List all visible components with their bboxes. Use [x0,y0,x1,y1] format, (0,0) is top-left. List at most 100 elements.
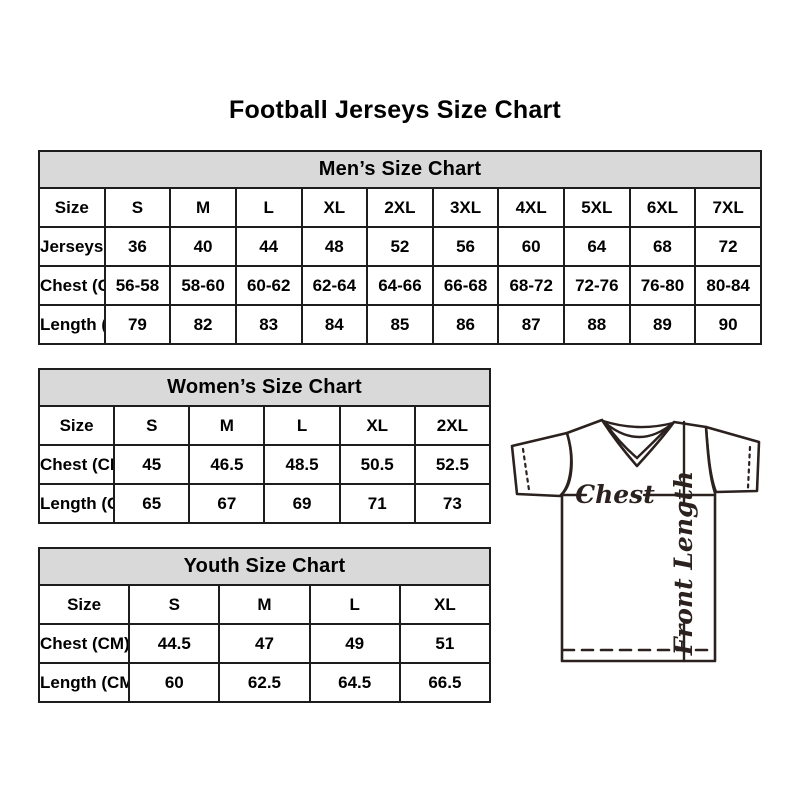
table-cell: 48 [300,226,369,267]
table-title-row: Youth Size Chart [38,547,491,586]
column-header-row: Size S M L XL 2XL 3XL 4XL 5XL 6XL 7XL [38,187,762,228]
table-cell: 80-84 [694,265,762,306]
table-cell: 52 [366,226,434,267]
table-cell: 44.5 [128,623,221,664]
table-cell: 66.5 [398,662,492,703]
table-cell: 73 [413,483,492,524]
column-header: M [188,405,266,446]
table-cell: 58-60 [169,265,237,306]
row-label: Jerseys Size [38,226,106,267]
table-cell: 47 [218,623,311,664]
table-title: Women’s Size Chart [38,368,491,407]
row-label: Length (CM) [37,483,116,524]
jersey-right-sleeve [704,425,761,494]
jersey-collar-inner-v [604,422,672,460]
table-title: Men’s Size Chart [38,150,762,189]
column-header: S [113,405,191,446]
row-label: Length (CM) [37,662,131,703]
column-header: 5XL [563,187,631,228]
jersey-collar-arc-outer [601,419,675,429]
column-header: M [169,187,237,228]
table-cell: 60 [497,226,565,267]
table-cell: 56 [431,226,500,267]
column-header: 7XL [694,187,762,228]
table-row: Chest (CM) 44.5 47 49 51 [37,623,492,664]
table-cell: 60 [128,662,221,703]
table-cell: 52.5 [413,444,492,485]
chest-label: Chest [575,480,655,509]
table-cell: 60-62 [234,265,303,306]
row-label-header: Size [37,405,116,446]
jersey-left-sleeve-seam [521,447,531,492]
table-cell: 85 [366,304,434,345]
jersey-left-sleeve [510,431,573,498]
table-cell: 65 [113,483,191,524]
table-cell: 69 [263,483,341,524]
column-header: 4XL [497,187,565,228]
row-label: Chest (CM) [38,265,106,306]
jersey-measurement-diagram: Chest Front Length [510,418,761,663]
page-title: Football Jerseys Size Chart [229,96,561,124]
table-cell: 64 [563,226,631,267]
table-cell: 51 [398,623,492,664]
column-header: L [308,584,401,625]
row-label-header: Size [38,187,106,228]
column-header: XL [338,405,416,446]
table-cell: 64.5 [308,662,401,703]
table-cell: 76-80 [628,265,697,306]
table-title: Youth Size Chart [38,547,491,586]
table-cell: 62-64 [300,265,369,306]
column-header: S [103,187,172,228]
table-cell: 72 [694,226,762,267]
table-cell: 72-76 [563,265,631,306]
table-cell: 90 [694,304,762,345]
column-header: XL [300,187,369,228]
table-title-row: Women’s Size Chart [38,368,491,407]
jersey-right-sleeve-seam [746,445,752,490]
row-label: Chest (CM) [37,623,131,664]
table-row: Chest (CM)56-5858-6060-6262-6464-6666-68… [38,265,762,306]
column-header-row: Size S M L XL 2XL [37,405,492,446]
column-header-row: Size S M L XL [37,584,492,625]
table-cell: 49 [308,623,401,664]
table-cell: 46.5 [188,444,266,485]
table-cell: 71 [338,483,416,524]
table-row: Jerseys Size36404448525660646872 [38,226,762,267]
youth-size-table: Youth Size Chart Size S M L XL Chest (CM) 44.5 4… [37,547,492,703]
column-header: L [234,187,303,228]
column-header: M [218,584,311,625]
table-cell: 84 [300,304,369,345]
column-header: 2XL [413,405,492,446]
table-cell: 40 [169,226,237,267]
column-header: 3XL [431,187,500,228]
column-header: XL [398,584,492,625]
table-cell: 82 [169,304,237,345]
mens-size-table: Men’s Size Chart Size S M L XL 2XL 3XL 4XL 5XL 6XL… [38,150,762,345]
table-cell: 68 [628,226,697,267]
table-cell: 79 [103,304,172,345]
table-cell: 67 [188,483,266,524]
table-cell: 36 [103,226,172,267]
table-cell: 45 [113,444,191,485]
table-cell: 89 [628,304,697,345]
table-cell: 66-68 [431,265,500,306]
table-cell: 87 [497,304,565,345]
front-length-label: Front Length [669,471,698,656]
table-title-row: Men’s Size Chart [38,150,762,189]
column-header: L [263,405,341,446]
row-label-header: Size [37,584,131,625]
table-cell: 83 [234,304,303,345]
column-header: 6XL [628,187,697,228]
table-cell: 88 [563,304,631,345]
table-cell: 48.5 [263,444,341,485]
column-header: 2XL [366,187,434,228]
table-cell: 44 [234,226,303,267]
table-cell: 64-66 [366,265,434,306]
row-label: Chest (CM) [37,444,116,485]
